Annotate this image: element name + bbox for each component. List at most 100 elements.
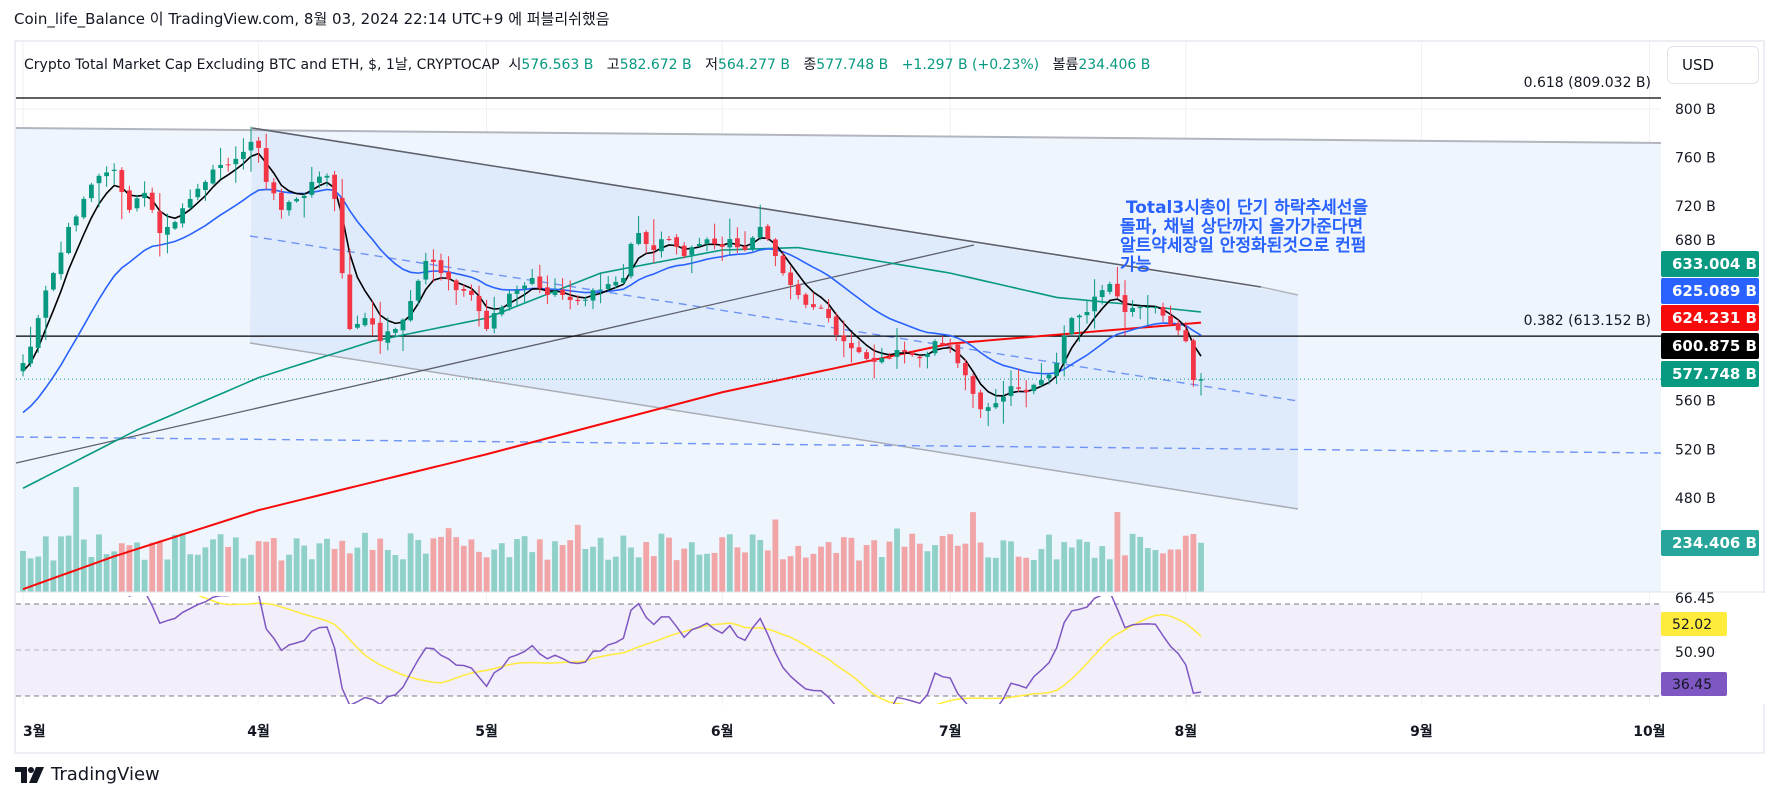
candle-body[interactable] xyxy=(1046,374,1052,379)
candle-body[interactable] xyxy=(165,227,170,235)
candle-body[interactable] xyxy=(423,260,429,280)
candle-body[interactable] xyxy=(1145,306,1151,308)
candle-body[interactable] xyxy=(210,169,216,184)
candle-body[interactable] xyxy=(301,195,307,199)
candle-body[interactable] xyxy=(294,198,299,202)
candle-body[interactable] xyxy=(89,184,94,199)
candle-body[interactable] xyxy=(35,318,41,348)
candle-body[interactable] xyxy=(453,280,459,291)
candle-body[interactable] xyxy=(347,274,353,330)
candle-body[interactable] xyxy=(856,347,862,353)
rsi-line[interactable] xyxy=(23,559,1202,719)
candle-body[interactable] xyxy=(940,342,945,345)
candle-body[interactable] xyxy=(1183,330,1189,342)
candle-body[interactable] xyxy=(545,287,550,295)
candle-body[interactable] xyxy=(324,175,330,178)
ma-mid-line[interactable] xyxy=(22,246,1202,489)
candle-body[interactable] xyxy=(218,164,223,169)
candle-body[interactable] xyxy=(1175,323,1181,331)
candle-body[interactable] xyxy=(203,181,208,190)
rsi-ma-line[interactable] xyxy=(23,570,1202,707)
candle-body[interactable] xyxy=(613,281,619,286)
candle-body[interactable] xyxy=(621,277,626,283)
ascending-trendline[interactable] xyxy=(16,244,975,464)
candle-body[interactable] xyxy=(58,252,64,275)
candle-body[interactable] xyxy=(1130,307,1135,312)
symbol-name[interactable]: Crypto Total Market Cap Excluding BTC an… xyxy=(24,57,500,73)
candle-body[interactable] xyxy=(233,158,239,165)
candle-body[interactable] xyxy=(476,295,482,312)
candle-body[interactable] xyxy=(1137,307,1143,309)
candle-body[interactable] xyxy=(408,301,413,321)
candle-body[interactable] xyxy=(826,308,831,319)
candle-body[interactable] xyxy=(757,226,763,238)
candle-body[interactable] xyxy=(484,310,489,330)
candle-body[interactable] xyxy=(66,226,71,254)
candle-body[interactable] xyxy=(1069,318,1075,335)
candle-body[interactable] xyxy=(909,352,915,355)
candle-body[interactable] xyxy=(1092,296,1097,312)
candle-body[interactable] xyxy=(666,239,672,241)
candle-body[interactable] xyxy=(1099,290,1105,297)
candle-body[interactable] xyxy=(309,181,315,195)
candle-body[interactable] xyxy=(499,307,505,315)
candle-body[interactable] xyxy=(149,192,155,210)
candle-body[interactable] xyxy=(742,246,748,251)
candle-body[interactable] xyxy=(370,318,375,325)
inner-channel-mid-dashed[interactable] xyxy=(249,235,1299,402)
candle-body[interactable] xyxy=(195,188,201,198)
candle-body[interactable] xyxy=(955,344,961,364)
candle-body[interactable] xyxy=(127,190,132,210)
candle-body[interactable] xyxy=(134,198,140,209)
candle-body[interactable] xyxy=(1031,384,1037,392)
candle-body[interactable] xyxy=(271,182,277,194)
candle-body[interactable] xyxy=(864,352,869,359)
candle-body[interactable] xyxy=(1023,389,1029,393)
candle-body[interactable] xyxy=(438,260,444,274)
inner-channel-upper-edge[interactable] xyxy=(1260,286,1299,296)
candle-body[interactable] xyxy=(400,319,406,331)
candle-body[interactable] xyxy=(917,356,923,359)
inner-channel-top-trendline[interactable] xyxy=(251,127,1262,288)
candle-body[interactable] xyxy=(575,299,581,302)
tradingview-logo[interactable]: TradingView xyxy=(15,764,160,785)
candle-body[interactable] xyxy=(560,289,565,295)
ema20-line[interactable] xyxy=(22,188,1202,414)
candle-body[interactable] xyxy=(1008,386,1014,397)
candle-body[interactable] xyxy=(180,208,185,224)
wide-channel-top-line[interactable] xyxy=(16,127,1661,144)
candle-body[interactable] xyxy=(355,323,360,328)
candle-body[interactable] xyxy=(339,197,345,274)
candle-body[interactable] xyxy=(142,192,147,199)
candle-body[interactable] xyxy=(461,288,467,291)
candle-body[interactable] xyxy=(1153,307,1158,309)
candle-body[interactable] xyxy=(932,341,938,354)
candle-body[interactable] xyxy=(187,198,193,208)
candle-body[interactable] xyxy=(643,232,649,244)
chart-annotation-text[interactable]: Total3시총이 단기 하락추세선을 돌파, 채널 상단까지 올가가준다면 알… xyxy=(1120,198,1369,275)
candle-body[interactable] xyxy=(788,272,793,286)
candle-body[interactable] xyxy=(1107,284,1113,292)
ma-long-line[interactable] xyxy=(22,321,1202,591)
candle-body[interactable] xyxy=(28,346,33,364)
candle-body[interactable] xyxy=(20,363,26,372)
candle-body[interactable] xyxy=(704,239,710,244)
candle-body[interactable] xyxy=(894,350,900,357)
candle-body[interactable] xyxy=(681,245,687,257)
candle-body[interactable] xyxy=(552,290,558,295)
candle-body[interactable] xyxy=(111,169,117,172)
candle-body[interactable] xyxy=(469,290,474,295)
candle-body[interactable] xyxy=(978,392,983,410)
candle-body[interactable] xyxy=(104,172,109,177)
candle-body[interactable] xyxy=(605,284,611,290)
candle-body[interactable] xyxy=(970,376,976,394)
candle-body[interactable] xyxy=(507,293,512,308)
candle-body[interactable] xyxy=(985,407,991,411)
candle-body[interactable] xyxy=(871,357,877,362)
candle-body[interactable] xyxy=(735,238,740,248)
candle-body[interactable] xyxy=(119,170,125,192)
candle-body[interactable] xyxy=(529,277,535,284)
candle-body[interactable] xyxy=(879,358,885,363)
candle-body[interactable] xyxy=(833,316,839,336)
